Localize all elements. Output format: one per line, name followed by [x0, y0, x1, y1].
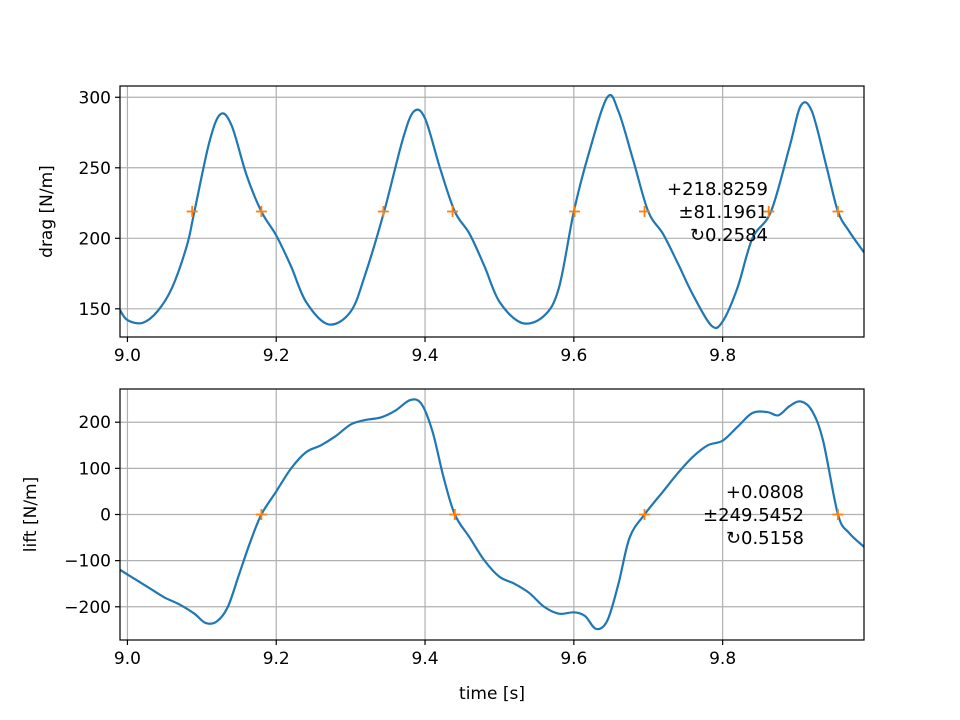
drag-grid: [120, 86, 864, 337]
lift-annotation-amplitude: ±249.5452: [703, 505, 804, 526]
lift-grid: [120, 389, 864, 640]
drag-crossing-marker: [255, 206, 267, 217]
lift-y-tick-label: −200: [64, 598, 111, 618]
drag-x-tick-label: 9.6: [560, 346, 587, 366]
drag-y-tick-label: 250: [79, 159, 111, 179]
drag-axes-frame: [119, 85, 865, 338]
lift-crossing-marker: [639, 509, 651, 520]
drag-plot-area: [120, 93, 864, 330]
drag-crossing-marker: [377, 206, 389, 217]
drag-crossing-marker: [639, 206, 651, 217]
lift-crossing-marker: [255, 509, 267, 520]
lift-annotation-mean: +0.0808: [726, 482, 804, 503]
drag-ylabel: drag [N/m]: [37, 165, 57, 258]
lift-y-tick-label: −100: [64, 552, 111, 572]
lift-y-tick-label: 200: [79, 413, 111, 433]
drag-y-tick-label: 300: [79, 88, 111, 108]
drag-crossing-marker: [569, 206, 581, 217]
drag-annotation: +218.8259 ±81.1961 ↻0.2584: [667, 179, 768, 246]
lift-crossing-marker: [832, 509, 844, 520]
lift-annotation: +0.0808 ±249.5452 ↻0.5158: [703, 482, 804, 549]
lift-x-tick-label: 9.2: [263, 649, 290, 669]
drag-ticks: 9.0 9.2 9.4 9.6 9.8 150 200 250 300: [79, 88, 737, 366]
drag-crossing-marker: [447, 206, 459, 217]
lift-annotation-period: ↻0.5158: [726, 528, 804, 549]
lift-x-tick-label: 9.6: [560, 649, 587, 669]
drag-crossing-marker: [186, 206, 198, 217]
drag-x-tick-label: 9.0: [114, 346, 141, 366]
drag-crossing-marker: [763, 206, 775, 217]
lift-x-tick-label: 9.8: [709, 649, 736, 669]
drag-annotation-mean: +218.8259: [667, 179, 768, 200]
lift-plot-area: [120, 398, 864, 631]
lift-x-tick-label: 9.0: [114, 649, 141, 669]
lift-ylabel: lift [N/m]: [21, 477, 41, 552]
drag-x-tick-label: 9.8: [709, 346, 736, 366]
drag-annotation-amplitude: ±81.1961: [678, 202, 768, 223]
drag-x-tick-label: 9.4: [412, 346, 439, 366]
lift-ticks: 9.0 9.2 9.4 9.6 9.8 −200 −100 0 100 200: [64, 413, 736, 669]
lift-x-tick-label: 9.4: [412, 649, 439, 669]
lift-crossing-marker: [449, 509, 461, 520]
lift-subplot: 9.0 9.2 9.4 9.6 9.8 −200 −100 0 100 200 lift [N/m…: [21, 388, 865, 704]
drag-x-tick-label: 9.2: [263, 346, 290, 366]
lift-y-tick-label: 100: [79, 459, 111, 479]
drag-y-tick-label: 200: [79, 229, 111, 249]
time-xlabel: time [s]: [459, 684, 525, 704]
lift-series-line: [120, 398, 864, 631]
drag-crossing-marker: [832, 206, 844, 217]
drag-annotation-period: ↻0.2584: [690, 225, 768, 246]
drag-series-line: [120, 93, 864, 330]
drag-subplot: 9.0 9.2 9.4 9.6 9.8 150 200 250 300 drag [N/m] +…: [37, 85, 865, 366]
drag-y-tick-label: 150: [79, 300, 111, 320]
lift-y-tick-label: 0: [100, 506, 111, 526]
